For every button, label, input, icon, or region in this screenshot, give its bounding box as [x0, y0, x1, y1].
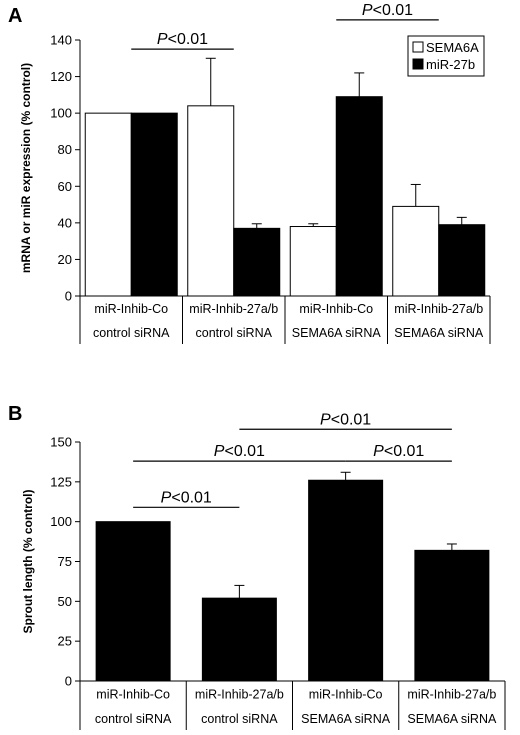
legend-swatch-a-0	[412, 41, 424, 53]
y-tick-label-a-1: 20	[58, 252, 72, 267]
bar-b-s0-c3	[414, 549, 490, 682]
bar-a-s1-c2	[335, 96, 383, 297]
y-axis-label-b: Sprout length (% control)	[21, 490, 35, 634]
y-tick-label-a-7: 140	[50, 33, 72, 48]
category-label-a-0-1: control siRNA	[93, 326, 170, 340]
bar-a-s1-c1	[233, 227, 281, 297]
y-tick-label-b-5: 125	[50, 474, 72, 489]
significance-label-b-0: P<0.01	[161, 489, 212, 506]
panel-a: A 0 20 40 60 80 100 120 140 mRNA or miR expressio…	[8, 2, 491, 344]
bar-a-s0-c0	[84, 112, 132, 297]
category-label-b-0-1: control siRNA	[95, 712, 172, 726]
legend-label-a-0: SEMA6A	[426, 40, 479, 55]
y-tick-label-a-2: 40	[58, 215, 72, 230]
y-tick-label-b-0: 0	[65, 674, 72, 689]
y-tick-label-b-1: 25	[58, 634, 72, 649]
y-tick-label-b-6: 150	[50, 435, 72, 450]
significance-label-b-1: P<0.01	[214, 443, 265, 460]
category-label-a-3-0: miR-Inhib-27a/b	[394, 302, 483, 316]
y-tick-label-b-3: 75	[58, 554, 72, 569]
significance-label-b-3: P<0.01	[320, 411, 371, 428]
y-tick-label-a-5: 100	[50, 106, 72, 121]
category-label-a-2-1: SEMA6A siRNA	[292, 326, 382, 340]
category-label-b-1-1: control siRNA	[201, 712, 278, 726]
y-tick-label-a-0: 0	[65, 289, 72, 304]
bar-b-s0-c0	[95, 521, 171, 682]
bar-a-s1-c0	[130, 112, 178, 297]
bar-a-s1-c3	[438, 224, 486, 297]
category-label-b-1-0: miR-Inhib-27a/b	[195, 687, 284, 701]
category-label-b-0-0: miR-Inhib-Co	[96, 687, 170, 701]
y-tick-label-b-4: 100	[50, 514, 72, 529]
category-label-b-3-1: SEMA6A siRNA	[407, 712, 497, 726]
category-label-a-1-0: miR-Inhib-27a/b	[189, 302, 278, 316]
y-tick-label-a-3: 60	[58, 179, 72, 194]
bar-b-s0-c2	[308, 479, 384, 682]
panel-letter-a: A	[8, 5, 22, 27]
category-label-a-1-1: control siRNA	[196, 326, 273, 340]
y-axis-label-a: mRNA or miR expression (% control)	[19, 63, 33, 273]
category-label-a-0-0: miR-Inhib-Co	[94, 302, 168, 316]
bar-b-s0-c1	[201, 597, 277, 682]
bar-a-s0-c1	[187, 105, 235, 297]
panel-b: B 0 25 50 75 100 125 150 Sprout length (% contro…	[8, 403, 506, 730]
category-label-a-2-0: miR-Inhib-Co	[299, 302, 373, 316]
significance-label-a-1: P<0.01	[362, 2, 413, 19]
bar-a-s0-c2	[289, 226, 337, 297]
y-tick-label-a-4: 80	[58, 142, 72, 157]
category-label-b-3-0: miR-Inhib-27a/b	[407, 687, 496, 701]
legend-swatch-a-1	[412, 58, 424, 70]
category-label-b-2-0: miR-Inhib-Co	[309, 687, 383, 701]
category-label-a-3-1: SEMA6A siRNA	[394, 326, 484, 340]
significance-label-a-0: P<0.01	[157, 31, 208, 48]
y-tick-label-a-6: 120	[50, 69, 72, 84]
legend-label-a-1: miR-27b	[426, 57, 475, 72]
category-label-b-2-1: SEMA6A siRNA	[301, 712, 391, 726]
y-tick-label-b-2: 50	[58, 594, 72, 609]
bar-a-s0-c3	[392, 205, 440, 297]
significance-label-b-2: P<0.01	[373, 443, 424, 460]
panel-letter-b: B	[8, 403, 22, 425]
